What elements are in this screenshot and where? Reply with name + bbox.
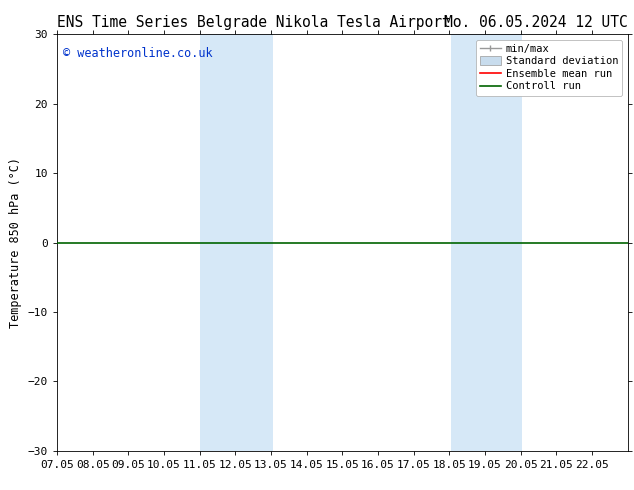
Text: Mo. 06.05.2024 12 UTC: Mo. 06.05.2024 12 UTC — [444, 15, 628, 30]
Text: © weatheronline.co.uk: © weatheronline.co.uk — [63, 47, 212, 60]
Bar — [200, 34, 273, 451]
Y-axis label: Temperature 850 hPa (°C): Temperature 850 hPa (°C) — [10, 157, 22, 328]
Legend: min/max, Standard deviation, Ensemble mean run, Controll run: min/max, Standard deviation, Ensemble me… — [476, 40, 623, 96]
Text: ENS Time Series Belgrade Nikola Tesla Airport: ENS Time Series Belgrade Nikola Tesla Ai… — [57, 15, 451, 30]
Bar — [451, 34, 522, 451]
